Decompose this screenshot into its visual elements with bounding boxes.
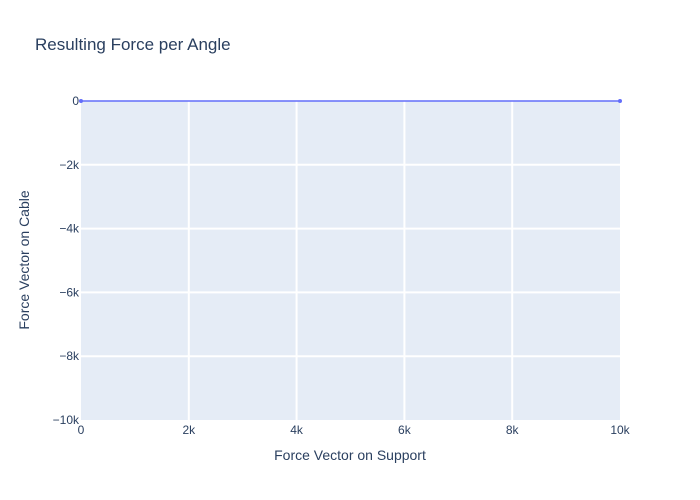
x-tick-label: 6k <box>398 423 412 437</box>
y-tick-label: −8k <box>59 349 80 363</box>
x-tick-label: 10k <box>610 423 630 437</box>
y-axis-ticks: 0 −2k −4k −6k −8k −10k <box>53 94 80 427</box>
x-tick-label: 8k <box>506 423 520 437</box>
plot-area <box>81 101 620 420</box>
x-tick-label: 2k <box>182 423 196 437</box>
y-tick-label: −2k <box>59 158 80 172</box>
x-tick-label: 0 <box>78 423 85 437</box>
y-tick-label: −10k <box>53 413 80 427</box>
y-tick-label: −4k <box>59 222 80 236</box>
x-axis-ticks: 0 2k 4k 6k 8k 10k <box>78 423 631 437</box>
series-layer <box>79 99 622 103</box>
x-axis-title: Force Vector on Support <box>274 447 426 463</box>
y-tick-label: 0 <box>72 94 79 108</box>
grid <box>81 101 620 420</box>
y-axis-title: Force Vector on Cable <box>16 190 32 330</box>
chart-title: Resulting Force per Angle <box>35 35 231 54</box>
data-point <box>79 99 83 103</box>
data-point <box>618 99 622 103</box>
y-tick-label: −6k <box>59 285 80 299</box>
x-tick-label: 4k <box>290 423 304 437</box>
